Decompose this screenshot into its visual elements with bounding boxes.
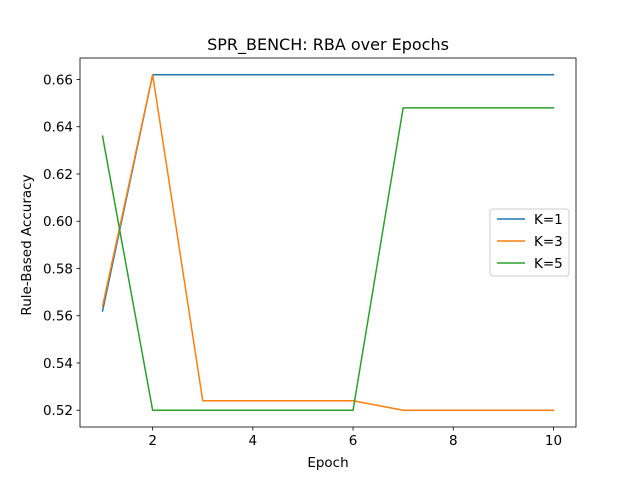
y-axis-label: Rule-Based Accuracy bbox=[19, 174, 35, 315]
y-tick-label: 0.60 bbox=[43, 214, 73, 230]
plot-area: 2 4 6 8 10 0.52 0.54 0.56 0.58 0.60 0.62 0.64 0.66 bbox=[43, 57, 577, 449]
series-line-2 bbox=[101, 74, 555, 411]
x-tick-label: 6 bbox=[349, 433, 358, 449]
legend-box bbox=[489, 208, 570, 277]
series-line-3 bbox=[101, 107, 555, 411]
x-tick-label: 2 bbox=[148, 433, 157, 449]
legend-label-3: K=5 bbox=[534, 256, 563, 272]
y-tick-label: 0.52 bbox=[43, 403, 73, 419]
y-tick-label: 0.66 bbox=[43, 72, 73, 88]
series-line-1 bbox=[101, 74, 555, 312]
y-tick-label: 0.64 bbox=[43, 120, 73, 136]
x-tick-label: 8 bbox=[449, 433, 458, 449]
y-tick-label: 0.54 bbox=[43, 356, 73, 372]
y-tick-label: 0.62 bbox=[43, 167, 73, 183]
x-tick-label: 4 bbox=[249, 433, 258, 449]
legend: K=1 K=3 K=5 bbox=[489, 208, 570, 277]
axes-frame bbox=[79, 57, 577, 428]
legend-label-2: K=3 bbox=[534, 234, 563, 250]
chart-title: SPR_BENCH: RBA over Epochs bbox=[207, 35, 449, 55]
x-axis-label: Epoch bbox=[307, 455, 348, 471]
y-tick-label: 0.58 bbox=[43, 261, 73, 277]
x-tick-label: 10 bbox=[545, 433, 562, 449]
y-tick-label: 0.56 bbox=[43, 309, 73, 325]
legend-label-1: K=1 bbox=[534, 212, 563, 228]
